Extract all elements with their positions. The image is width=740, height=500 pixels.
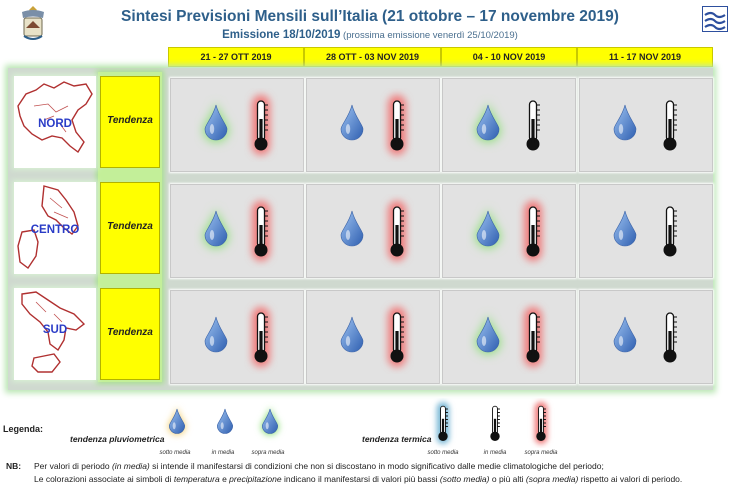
forecast-cell-centro-1 [170, 184, 304, 278]
tendency-label-centro: Tendenza [100, 182, 160, 274]
note-run-1: (in media) [111, 461, 150, 471]
service-logo-icon [702, 6, 728, 32]
note-run-3: precipitazione [229, 474, 282, 484]
region-map-centro: CENTRO [14, 182, 96, 274]
tendency-label-nord: Tendenza [100, 76, 160, 168]
forecast-cell-sud-4 [579, 290, 713, 384]
forecast-cell-nord-3 [442, 78, 576, 172]
legend-precipitation-normal-icon [208, 398, 242, 453]
note-run-8: rispetto ai valori di periodo. [578, 474, 683, 484]
emblem-icon [18, 4, 48, 44]
note-run-6: o più alti [489, 474, 526, 484]
period-header-3: 04 - 10 NOV 2019 [441, 47, 577, 67]
note-run-0: Per valori di periodo [34, 461, 112, 471]
legend-temperature-below-icon [428, 398, 458, 453]
note-run-2: si intende il manifestarsi di condizioni… [149, 461, 604, 471]
forecast-cell-nord-2 [306, 78, 440, 172]
legend-title: Legenda: [3, 424, 44, 434]
forecast-cell-centro-3 [442, 184, 576, 278]
region-label-centro: CENTRO [30, 224, 80, 236]
note-run-0: Le colorazioni associate ai simboli di [34, 474, 174, 484]
period-header-4: 11 - 17 NOV 2019 [577, 47, 713, 67]
legend-temperature-above-icon [526, 398, 556, 453]
note-line-1: Per valori di periodo (in media) si inte… [34, 461, 734, 471]
region-label-sud: SUD [42, 324, 68, 336]
legend-above-label: sopra media [524, 450, 558, 456]
legend-below-label: sotto media [159, 450, 191, 456]
legend-normal-label: in media [483, 450, 507, 456]
note-run-2: e [219, 474, 230, 484]
region-map-nord: NORD [14, 76, 96, 168]
note-run-4: indicano il manifestarsi di valori più b… [281, 474, 440, 484]
forecast-cell-nord-4 [579, 78, 713, 172]
legend-precipitation-caption: tendenza pluviometrica [70, 434, 165, 444]
forecast-cell-centro-2 [306, 184, 440, 278]
legend-below-label: sotto media [427, 450, 459, 456]
legend-precipitation-above-icon [253, 398, 287, 453]
note-run-1: temperatura [173, 474, 220, 484]
forecast-cell-sud-3 [442, 290, 576, 384]
page-subtitle: Emissione 18/10/2019 (prossima emissione… [0, 29, 740, 41]
note-run-5: (sotto media) [439, 474, 490, 484]
legend-temperature-normal-icon [480, 398, 510, 453]
period-header-2: 28 OTT - 03 NOV 2019 [304, 47, 441, 67]
region-map-sud: SUD [14, 288, 96, 380]
region-label-nord: NORD [38, 118, 72, 130]
note-line-2: Le colorazioni associate ai simboli di t… [34, 474, 734, 484]
legend-above-label: sopra media [251, 450, 285, 456]
notes-label: NB: [6, 461, 22, 471]
forecast-cell-sud-2 [306, 290, 440, 384]
forecast-cell-sud-1 [170, 290, 304, 384]
legend-normal-label: in media [211, 450, 235, 456]
forecast-cell-centro-4 [579, 184, 713, 278]
legend-precipitation-below-icon [160, 398, 194, 453]
tendency-label-sud: Tendenza [100, 288, 160, 380]
next-emission-note: (prossima emissione venerdì 25/10/2019) [340, 30, 518, 41]
page-title: Sintesi Previsioni Mensili sull’Italia (… [121, 8, 619, 25]
forecast-cell-nord-1 [170, 78, 304, 172]
note-run-7: (sopra media) [525, 474, 579, 484]
legend-temperature-caption: tendenza termica [362, 434, 432, 444]
emission-date: Emissione 18/10/2019 [222, 29, 341, 41]
period-header-1: 21 - 27 OTT 2019 [168, 47, 304, 67]
